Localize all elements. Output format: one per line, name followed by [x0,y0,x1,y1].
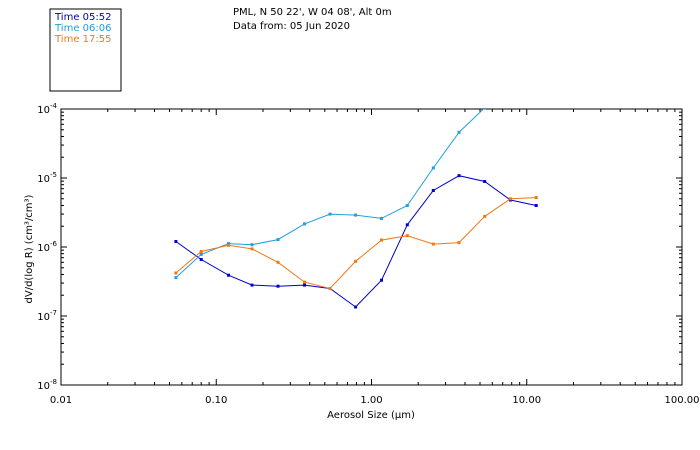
data-point [227,242,230,246]
data-point [250,283,254,287]
y-tick-exponent: -5 [50,171,57,179]
data-point [354,259,358,263]
x-tick-label: 100.00 [665,395,700,406]
data-point [534,196,538,200]
data-point [199,252,203,256]
data-point [380,216,383,220]
data-point [405,223,409,227]
data-point [457,174,461,178]
data-point [250,243,254,247]
y-tick-exponent: -7 [50,309,57,317]
data-point [431,242,435,246]
y-tick-base: 10 [37,381,50,392]
x-tick-label: 10.00 [512,395,541,406]
data-point [227,273,230,277]
data-point [250,247,254,251]
y-tick-exponent: -6 [50,240,58,248]
y-tick-label: 10-5 [37,171,57,185]
data-point [354,305,358,309]
series-line [175,175,537,308]
series-line [175,109,485,278]
chart-title-line-1: PML, N 50 22', W 04 08', Alt 0m [233,7,392,18]
y-tick-base: 10 [37,243,50,254]
data-point [405,204,409,207]
data-point [509,95,512,98]
legend-box [49,8,122,92]
x-tick-label: 0.10 [205,395,227,406]
y-tick-label: 10-6 [37,240,57,254]
data-point [354,213,358,217]
y-axis-label: dV/d(log R) (cm³/cm³) [24,194,35,303]
data-point [199,250,203,253]
data-point [431,189,435,192]
y-tick-label: 10-4 [37,102,57,116]
data-point [276,238,280,242]
legend-entry-0: Time 05:52 [54,12,111,23]
data-point [199,258,203,261]
y-tick-base: 10 [37,105,50,116]
data-point [457,241,461,245]
y-tick-label: 10-7 [37,309,57,323]
data-point [508,197,512,201]
y-tick-exponent: -8 [50,378,57,386]
data-point [380,238,383,242]
data-point [174,240,178,243]
data-point [328,287,332,290]
y-tick-label: 10-8 [37,378,57,392]
data-point [303,222,306,226]
data-point [303,280,306,284]
y-tick-exponent: -4 [50,102,58,110]
series-2 [174,196,538,290]
data-point [483,109,487,110]
data-point [276,260,280,264]
y-tick-base: 10 [37,312,50,323]
data-point [534,204,538,207]
series-0 [174,174,538,309]
x-axis-label: Aerosol Size (μm) [327,410,415,421]
data-point [380,278,383,282]
x-tick-label: 1.00 [360,395,382,406]
data-point [174,271,178,275]
plot-frame [60,108,683,386]
axis-ticks: 0.01 0.10 1.00 10.00 100.0010-810-710-610-51… [37,102,699,406]
data-series [174,95,538,309]
data-point [227,243,230,247]
data-point [303,283,306,287]
legend-entry-2: Time 17:55 [54,34,111,45]
series-1 [174,95,512,280]
data-point [174,276,178,280]
chart-title-line-2: Data from: 05 Jun 2020 [233,21,350,32]
data-point [457,130,461,134]
legend-entry-1: Time 06:06 [54,23,111,34]
data-point [405,234,409,238]
data-point [483,214,487,218]
data-point [483,180,487,183]
y-tick-base: 10 [37,174,50,185]
x-tick-label: 0.01 [50,395,72,406]
data-point [276,284,280,288]
data-point [431,166,435,170]
data-point [328,212,332,216]
